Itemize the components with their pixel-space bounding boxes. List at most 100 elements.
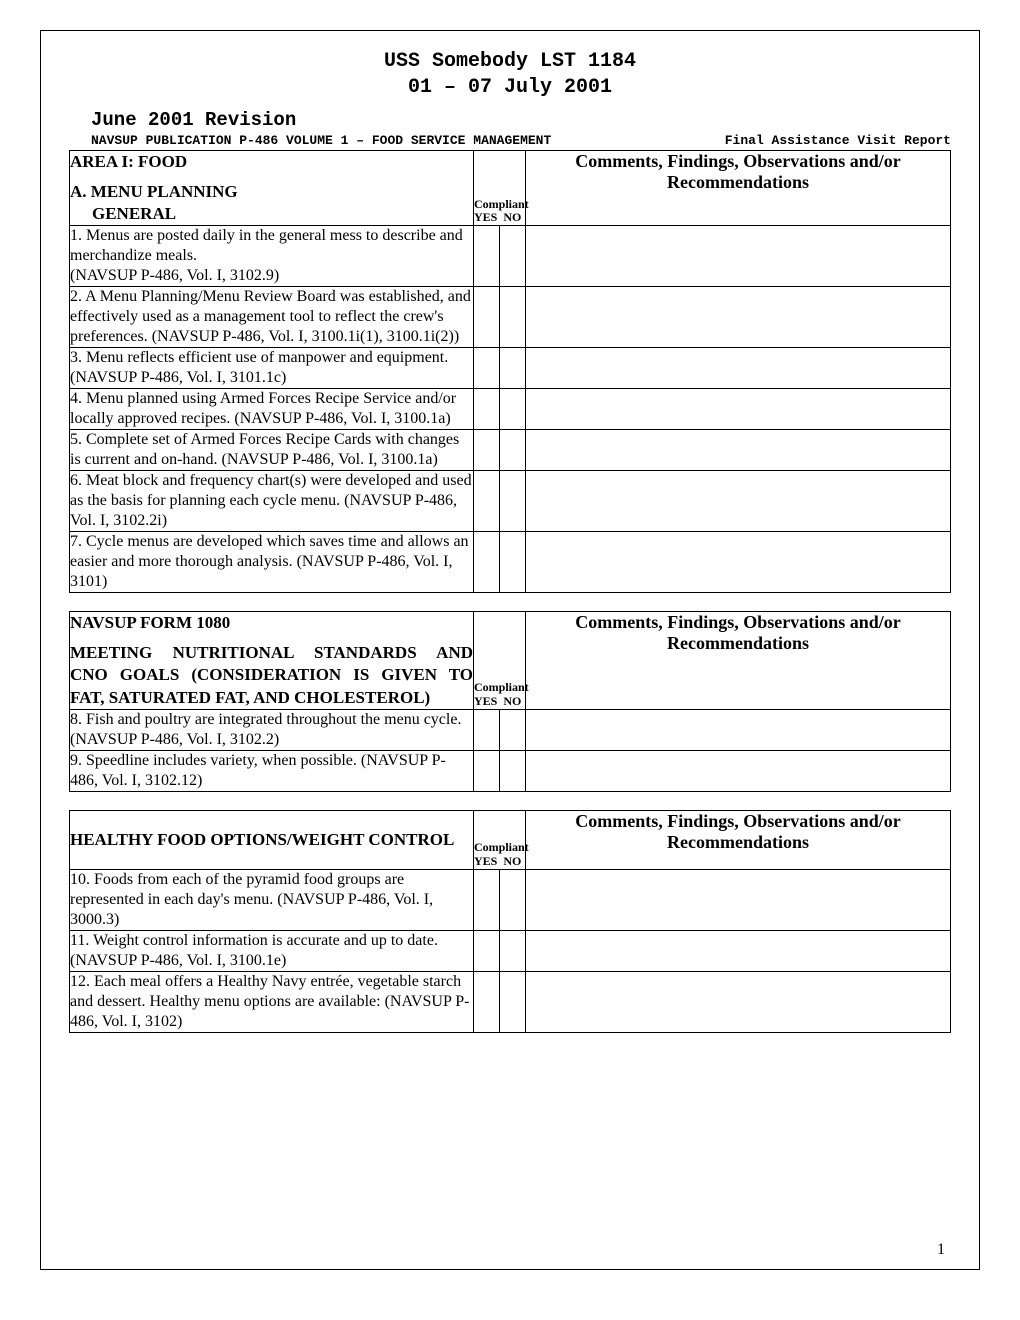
comments-cell[interactable]: [526, 709, 951, 750]
section-1-header-row: AREA I: FOOD A. MENU PLANNING GENERAL Co…: [70, 151, 951, 226]
item-text: 7. Cycle menus are developed which saves…: [70, 532, 474, 593]
no-label: NO: [503, 211, 521, 225]
table-row: 9. Speedline includes variety, when poss…: [70, 750, 951, 791]
yes-checkbox[interactable]: [474, 389, 500, 430]
item-text: 10. Foods from each of the pyramid food …: [70, 869, 474, 930]
yes-checkbox[interactable]: [474, 930, 500, 971]
compliant-label: Compliant: [474, 198, 525, 212]
no-checkbox[interactable]: [500, 226, 526, 287]
section-2-title-l2: CNO GOALS (CONSIDERATION IS GIVEN TO: [70, 664, 473, 686]
comments-header: Comments, Findings, Observations and/or …: [526, 810, 951, 869]
table-row: 1. Menus are posted daily in the general…: [70, 226, 951, 287]
comments-header: Comments, Findings, Observations and/or …: [526, 612, 951, 709]
yes-checkbox[interactable]: [474, 750, 500, 791]
section-1-title-cell: AREA I: FOOD A. MENU PLANNING GENERAL: [70, 151, 474, 226]
compliant-label: Compliant: [474, 841, 525, 855]
yes-checkbox[interactable]: [474, 532, 500, 593]
section-3-table: HEALTHY FOOD OPTIONS/WEIGHT CONTROL Comp…: [69, 810, 951, 1033]
comments-cell[interactable]: [526, 348, 951, 389]
no-checkbox[interactable]: [500, 389, 526, 430]
comments-cell[interactable]: [526, 750, 951, 791]
yes-label: YES: [474, 855, 497, 869]
item-text: 3. Menu reflects efficient use of manpow…: [70, 348, 474, 389]
section-2-title-l3: FAT, SATURATED FAT, AND CHOLESTEROL): [70, 687, 473, 709]
no-checkbox[interactable]: [500, 471, 526, 532]
yes-checkbox[interactable]: [474, 471, 500, 532]
section-2-title-l1: MEETING NUTRITIONAL STANDARDS AND: [70, 642, 473, 664]
compliant-label-cell: Compliant YES NO: [474, 810, 526, 869]
item-text: 12. Each meal offers a Healthy Navy entr…: [70, 971, 474, 1032]
table-row: 10. Foods from each of the pyramid food …: [70, 869, 951, 930]
no-checkbox[interactable]: [500, 709, 526, 750]
header-line1: USS Somebody LST 1184: [69, 49, 951, 75]
section-2-title-cell: NAVSUP FORM 1080 MEETING NUTRITIONAL STA…: [70, 612, 474, 709]
section-2-form-title: NAVSUP FORM 1080: [70, 612, 473, 634]
header-pub-right: Final Assistance Visit Report: [725, 133, 951, 148]
comments-cell[interactable]: [526, 471, 951, 532]
no-checkbox[interactable]: [500, 930, 526, 971]
comments-header: Comments, Findings, Observations and/or …: [526, 151, 951, 226]
section-2-header-row: NAVSUP FORM 1080 MEETING NUTRITIONAL STA…: [70, 612, 951, 709]
header-revision: June 2001 Revision: [91, 109, 951, 131]
yes-label: YES: [474, 211, 497, 225]
table-row: 12. Each meal offers a Healthy Navy entr…: [70, 971, 951, 1032]
no-checkbox[interactable]: [500, 532, 526, 593]
table-row: 11. Weight control information is accura…: [70, 930, 951, 971]
no-checkbox[interactable]: [500, 971, 526, 1032]
header-line2: 01 – 07 July 2001: [69, 75, 951, 101]
item-text: 2. A Menu Planning/Menu Review Board was…: [70, 287, 474, 348]
comments-cell[interactable]: [526, 869, 951, 930]
item-text: 11. Weight control information is accura…: [70, 930, 474, 971]
no-label: NO: [503, 695, 521, 709]
comments-cell[interactable]: [526, 532, 951, 593]
compliant-label-cell: Compliant YES NO: [474, 151, 526, 226]
section-2-table: NAVSUP FORM 1080 MEETING NUTRITIONAL STA…: [69, 611, 951, 791]
item-text: 8. Fish and poultry are integrated throu…: [70, 709, 474, 750]
header-pub-left: NAVSUP PUBLICATION P-486 VOLUME 1 – FOOD…: [91, 133, 551, 148]
item-text: 5. Complete set of Armed Forces Recipe C…: [70, 430, 474, 471]
yes-checkbox[interactable]: [474, 971, 500, 1032]
table-row: 6. Meat block and frequency chart(s) wer…: [70, 471, 951, 532]
item-text: 9. Speedline includes variety, when poss…: [70, 750, 474, 791]
yes-checkbox[interactable]: [474, 287, 500, 348]
compliant-label-cell: Compliant YES NO: [474, 612, 526, 709]
no-checkbox[interactable]: [500, 430, 526, 471]
table-row: 2. A Menu Planning/Menu Review Board was…: [70, 287, 951, 348]
section-1-title: A. MENU PLANNING: [70, 182, 238, 201]
yes-checkbox[interactable]: [474, 430, 500, 471]
comments-cell[interactable]: [526, 430, 951, 471]
table-row: 7. Cycle menus are developed which saves…: [70, 532, 951, 593]
section-3-title-cell: HEALTHY FOOD OPTIONS/WEIGHT CONTROL: [70, 810, 474, 869]
item-text: 4. Menu planned using Armed Forces Recip…: [70, 389, 474, 430]
page: USS Somebody LST 1184 01 – 07 July 2001 …: [40, 30, 980, 1270]
section-3-title: HEALTHY FOOD OPTIONS/WEIGHT CONTROL: [70, 830, 454, 849]
yes-checkbox[interactable]: [474, 226, 500, 287]
no-label: NO: [503, 855, 521, 869]
yes-checkbox[interactable]: [474, 348, 500, 389]
section-1-subtitle: GENERAL: [70, 203, 473, 225]
page-number: 1: [937, 1241, 945, 1259]
yes-label: YES: [474, 695, 497, 709]
item-text: 6. Meat block and frequency chart(s) wer…: [70, 471, 474, 532]
comments-cell[interactable]: [526, 287, 951, 348]
yes-checkbox[interactable]: [474, 709, 500, 750]
table-row: 8. Fish and poultry are integrated throu…: [70, 709, 951, 750]
header-bar: NAVSUP PUBLICATION P-486 VOLUME 1 – FOOD…: [91, 133, 951, 150]
comments-cell[interactable]: [526, 971, 951, 1032]
comments-cell[interactable]: [526, 930, 951, 971]
compliant-label: Compliant: [474, 681, 525, 695]
yes-checkbox[interactable]: [474, 869, 500, 930]
table-row: 4. Menu planned using Armed Forces Recip…: [70, 389, 951, 430]
item-text: 1. Menus are posted daily in the general…: [70, 226, 474, 287]
comments-cell[interactable]: [526, 226, 951, 287]
no-checkbox[interactable]: [500, 750, 526, 791]
section-3-header-row: HEALTHY FOOD OPTIONS/WEIGHT CONTROL Comp…: [70, 810, 951, 869]
section-1-table: AREA I: FOOD A. MENU PLANNING GENERAL Co…: [69, 150, 951, 593]
comments-cell[interactable]: [526, 389, 951, 430]
table-row: 3. Menu reflects efficient use of manpow…: [70, 348, 951, 389]
table-row: 5. Complete set of Armed Forces Recipe C…: [70, 430, 951, 471]
no-checkbox[interactable]: [500, 869, 526, 930]
no-checkbox[interactable]: [500, 348, 526, 389]
no-checkbox[interactable]: [500, 287, 526, 348]
section-1-area: AREA I: FOOD: [70, 151, 473, 173]
